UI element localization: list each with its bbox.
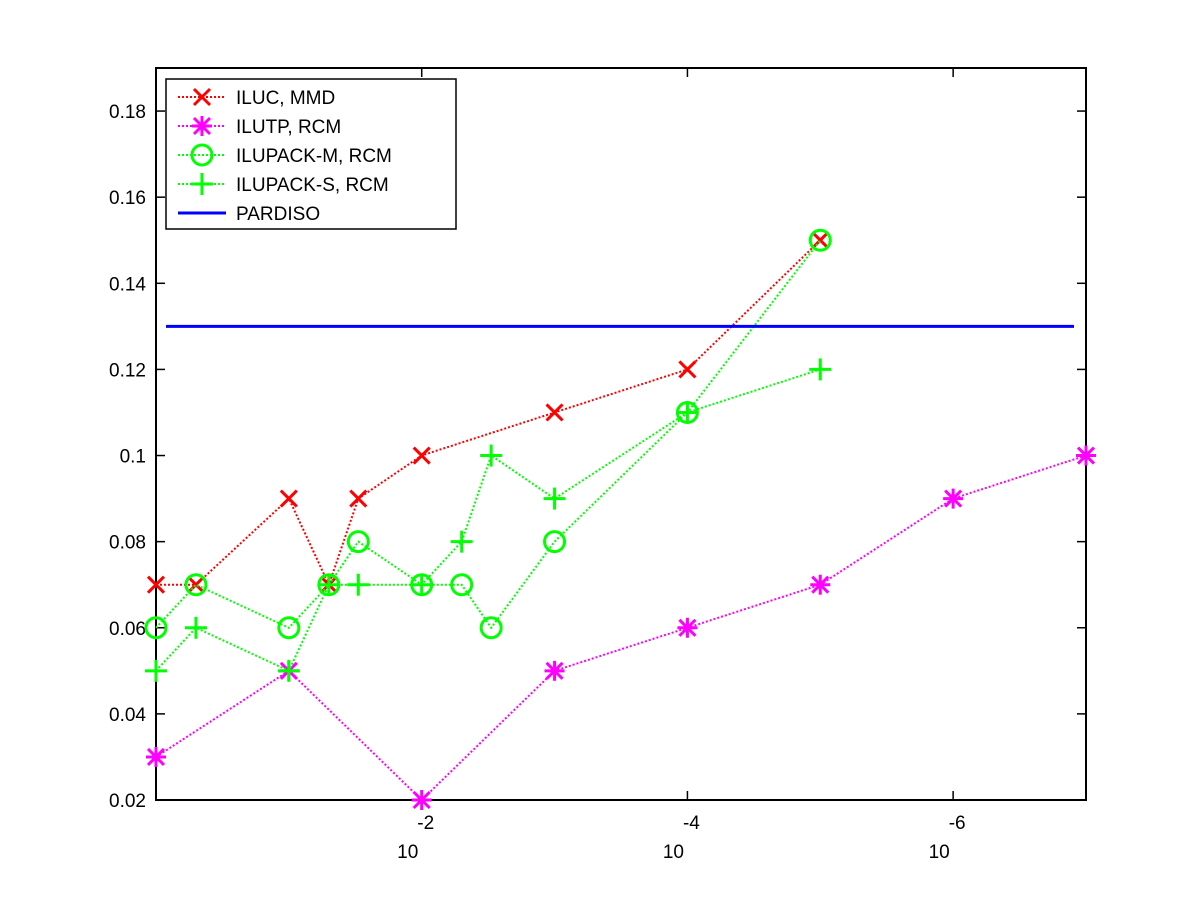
asterisk-marker: [545, 661, 564, 680]
x-tick-label-exponent: -2: [417, 813, 434, 834]
circle-marker: [346, 530, 370, 554]
legend-label: ILUPACK-S, RCM: [236, 175, 389, 196]
x-marker: [146, 575, 166, 594]
y-tick-label: 0.02: [109, 791, 146, 812]
x-marker: [678, 360, 697, 379]
asterisk-marker: [1076, 446, 1096, 465]
y-tick-label: 0.06: [109, 619, 146, 640]
series-layer: [144, 228, 1096, 810]
circle-marker: [808, 228, 832, 252]
asterisk-marker: [811, 575, 830, 594]
x-tick-label-base: 10: [397, 842, 418, 863]
legend-entry: PARDISO: [178, 204, 320, 225]
circle-marker: [184, 573, 208, 597]
x-marker: [545, 403, 564, 422]
circle-marker: [277, 616, 301, 640]
y-tick-label: 0.12: [109, 360, 146, 381]
x-marker: [412, 446, 431, 465]
legend-entry: ILUPACK-S, RCM: [178, 173, 389, 196]
legend: ILUC, MMD ILUTP, RCM ILUPACK-M, RCM ILUPACK…: [165, 78, 457, 230]
x-marker: [349, 489, 368, 508]
y-tick-label: 0.18: [109, 102, 146, 123]
y-tick-label: 0.1: [120, 447, 146, 468]
y-tick-label: 0.14: [109, 274, 146, 295]
y-tick-label: 0.04: [109, 705, 146, 726]
circle-marker: [450, 573, 474, 597]
x-marker: [186, 575, 206, 594]
x-tick-label-exponent: -6: [949, 813, 966, 834]
circle-marker: [479, 616, 503, 640]
series-ilutp-rcm: [146, 445, 1096, 810]
asterisk-marker: [678, 618, 697, 637]
legend-entry: ILUTP, RCM: [178, 116, 341, 138]
circle-marker: [144, 616, 168, 640]
asterisk-marker: [412, 790, 431, 810]
legend-label: PARDISO: [236, 204, 320, 225]
asterisk-marker: [192, 116, 212, 136]
circle-marker: [190, 143, 214, 167]
asterisk-marker: [944, 489, 963, 508]
legend-entry: ILUC, MMD: [178, 87, 335, 109]
y-tick-label: 0.16: [109, 188, 146, 209]
legend-label: ILUC, MMD: [236, 88, 335, 109]
legend-entry: ILUPACK-M, RCM: [178, 143, 392, 167]
x-tick-label-exponent: -4: [683, 813, 700, 834]
legend-label: ILUPACK-M, RCM: [236, 146, 392, 167]
series-ilupack-s-rcm: [145, 358, 832, 682]
axis-ticks: 0.02 0.04 0.06 0.08 0.1 0.12 0.14 0.16 0.18 10 -2 1…: [109, 68, 1086, 863]
x-marker: [811, 231, 830, 250]
x-marker: [279, 489, 298, 508]
x-marker: [192, 87, 212, 107]
legend-label: ILUTP, RCM: [236, 117, 341, 138]
x-tick-label-base: 10: [663, 842, 684, 863]
x-tick-label-base: 10: [929, 842, 950, 863]
y-tick-label: 0.08: [109, 533, 146, 554]
circle-marker: [543, 530, 567, 554]
series-line: [155, 454, 1087, 802]
asterisk-marker: [146, 747, 166, 767]
